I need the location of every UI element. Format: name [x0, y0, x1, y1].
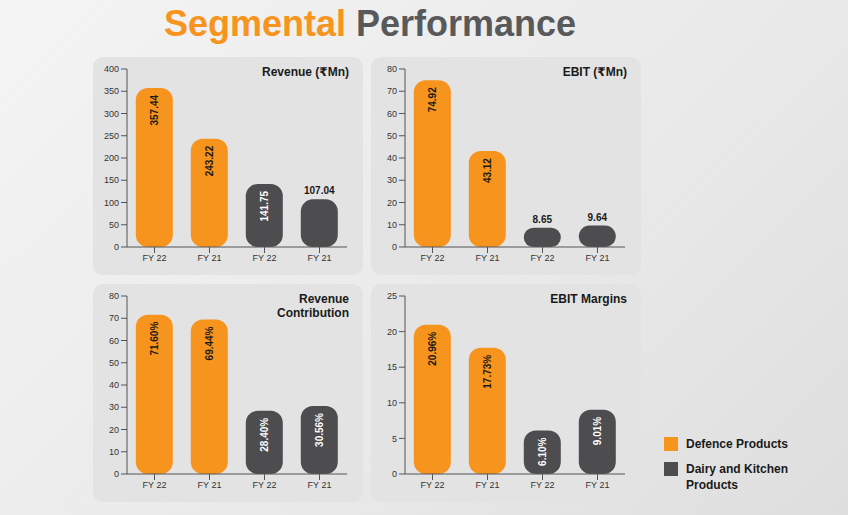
svg-text:70: 70	[387, 86, 397, 96]
svg-text:20.96%: 20.96%	[427, 332, 438, 366]
svg-text:5: 5	[392, 434, 397, 444]
svg-text:FY 22: FY 22	[531, 480, 555, 490]
html-text:EBIT Margins: EBIT Margins	[550, 292, 627, 306]
svg-text:0: 0	[392, 469, 397, 479]
svg-text:243.22: 243.22	[204, 145, 215, 176]
svg-text:FY 21: FY 21	[198, 253, 222, 263]
svg-text:FY 22: FY 22	[143, 480, 167, 490]
svg-text:40: 40	[387, 153, 397, 163]
svg-text:FY 21: FY 21	[586, 480, 610, 490]
svg-text:50: 50	[109, 358, 119, 368]
svg-text:9.01%: 9.01%	[592, 417, 603, 445]
svg-text:70: 70	[109, 313, 119, 323]
svg-text:FY 21: FY 21	[476, 253, 500, 263]
svg-text:100: 100	[104, 198, 119, 208]
svg-text:FY 22: FY 22	[421, 480, 445, 490]
svg-text:30: 30	[109, 402, 119, 412]
svg-text:141.75: 141.75	[259, 190, 270, 221]
svg-text:FY 22: FY 22	[531, 253, 555, 263]
svg-text:10: 10	[109, 447, 119, 457]
svg-text:17.73%: 17.73%	[482, 355, 493, 389]
svg-text:350: 350	[104, 86, 119, 96]
svg-text:9.64: 9.64	[588, 212, 608, 223]
svg-text:43.12: 43.12	[482, 158, 493, 183]
svg-text:FY 21: FY 21	[198, 480, 222, 490]
svg-text:25: 25	[387, 291, 397, 301]
svg-text:0: 0	[392, 242, 397, 252]
svg-text:6.10%: 6.10%	[537, 437, 548, 465]
svg-text:FY 21: FY 21	[586, 253, 610, 263]
svg-text:10: 10	[387, 398, 397, 408]
svg-text:50: 50	[109, 220, 119, 230]
svg-text:150: 150	[104, 175, 119, 185]
svg-text:71.60%: 71.60%	[149, 322, 160, 356]
svg-text:0: 0	[114, 242, 119, 252]
svg-text:357.44: 357.44	[149, 95, 160, 126]
html-text:Revenue (₹Mn): Revenue (₹Mn)	[262, 65, 349, 79]
svg-text:0: 0	[114, 469, 119, 479]
svg-text:74.92: 74.92	[427, 87, 438, 112]
html-text:Dairy and Kitchen Products: Dairy and Kitchen Products	[686, 462, 788, 492]
html-text:Defence Products: Defence Products	[686, 437, 788, 451]
html-text:Segmental Performance: Segmental Performance	[163, 3, 577, 44]
svg-text:250: 250	[104, 131, 119, 141]
svg-text:50: 50	[387, 131, 397, 141]
svg-text:60: 60	[387, 109, 397, 119]
svg-text:FY 22: FY 22	[143, 253, 167, 263]
svg-text:20: 20	[109, 425, 119, 435]
svg-text:FY 21: FY 21	[308, 253, 332, 263]
svg-text:69.44%: 69.44%	[204, 326, 215, 360]
html-text:Revenue Contribution: Revenue Contribution	[277, 292, 349, 320]
svg-text:60: 60	[109, 336, 119, 346]
svg-text:FY 22: FY 22	[253, 480, 277, 490]
svg-text:FY 21: FY 21	[308, 480, 332, 490]
svg-text:8.65: 8.65	[533, 214, 553, 225]
svg-text:FY 21: FY 21	[476, 480, 500, 490]
svg-text:30.56%: 30.56%	[314, 413, 325, 447]
svg-text:107.04: 107.04	[304, 185, 335, 196]
svg-text:80: 80	[387, 64, 397, 74]
svg-text:30: 30	[387, 175, 397, 185]
svg-text:15: 15	[387, 362, 397, 372]
svg-text:10: 10	[387, 220, 397, 230]
svg-text:20: 20	[387, 198, 397, 208]
svg-text:80: 80	[109, 291, 119, 301]
svg-text:40: 40	[109, 380, 119, 390]
svg-text:28.40%: 28.40%	[259, 418, 270, 452]
svg-text:FY 22: FY 22	[421, 253, 445, 263]
svg-text:300: 300	[104, 109, 119, 119]
svg-text:20: 20	[387, 327, 397, 337]
svg-text:200: 200	[104, 153, 119, 163]
svg-text:400: 400	[104, 64, 119, 74]
html-text:EBIT (₹Mn): EBIT (₹Mn)	[562, 65, 627, 79]
svg-text:FY 22: FY 22	[253, 253, 277, 263]
